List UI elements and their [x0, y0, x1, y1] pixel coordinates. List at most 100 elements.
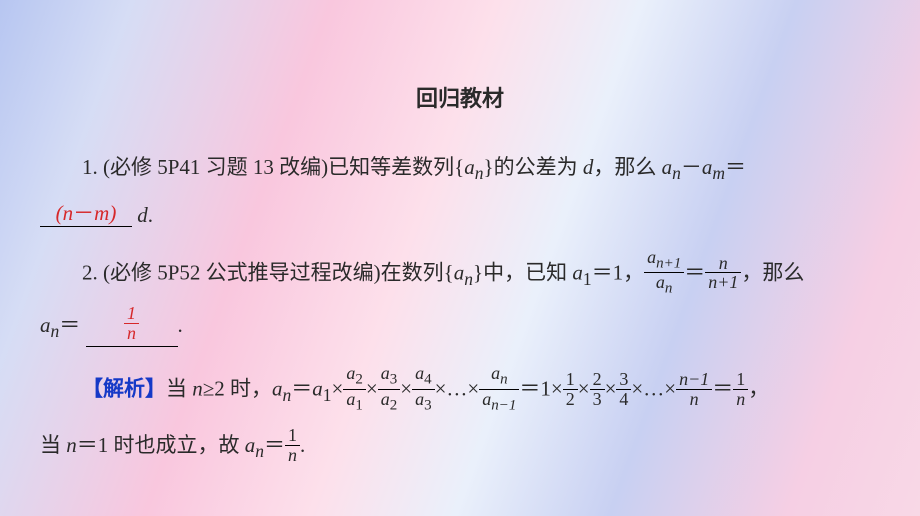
sl2-frac: 1n	[285, 426, 300, 465]
sol-x9: ×	[664, 377, 676, 401]
q2-a: a	[454, 261, 465, 285]
f34n: 3	[616, 370, 631, 389]
q1-blank: (n－m)	[40, 205, 132, 227]
q2-fr-d: n+1	[705, 272, 741, 292]
sol-f4: a4a3	[412, 364, 435, 414]
q2-fr-n: n	[705, 254, 741, 273]
f23d: 3	[590, 389, 605, 409]
sol-fn: anan−1	[479, 364, 519, 414]
q2-fl-ds: n	[665, 281, 673, 297]
sol-n: n	[192, 377, 203, 401]
q1-ans-n: n	[63, 201, 74, 225]
q2-fl-na: a	[647, 247, 656, 267]
sol-x3: ×	[400, 377, 412, 401]
solution-label: 【解析】	[82, 377, 166, 401]
sol-n1n: n−1n	[676, 370, 712, 409]
sol-a1: a	[312, 377, 323, 401]
q2-tail: ，那么	[741, 261, 804, 285]
f4ds: 3	[424, 397, 432, 413]
f3ds: 2	[390, 397, 398, 413]
q2-ans-num: 1	[124, 304, 139, 323]
q1-seq-a: a	[464, 155, 475, 179]
q1-ans-close: )	[109, 201, 116, 225]
f3da: a	[381, 389, 390, 409]
q1-an: a	[662, 155, 673, 179]
q2-a1s: 1	[583, 269, 592, 289]
sl2d: n	[285, 445, 300, 465]
sl2-eq: ＝	[264, 433, 285, 457]
q1-lead: 1. (必修 5P41 习题 13 改编)已知等差数列{	[82, 155, 464, 179]
f4da: a	[415, 389, 424, 409]
sol-an: a	[272, 377, 283, 401]
q1-ans-minus: －	[73, 201, 94, 225]
q2-mid: }中，已知	[473, 261, 572, 285]
f34d: 4	[616, 389, 631, 409]
fn1d: n	[676, 389, 712, 409]
q1-after-blank: d	[132, 203, 148, 227]
q2-fl-ns: n+1	[656, 256, 681, 272]
sol-x6: ×	[578, 377, 590, 401]
q2-eq1: ＝1，	[592, 261, 645, 285]
sol-eq2: ＝1×	[519, 377, 562, 401]
f3na: a	[381, 363, 390, 383]
question-1-line2: (n－m) d.	[40, 196, 880, 236]
q2-frac-left: an+1an	[644, 248, 684, 298]
q2-n: n	[464, 269, 473, 289]
sl2n: 1	[285, 426, 300, 445]
question-1: 1. (必修 5P41 习题 13 改编)已知等差数列{an}的公差为 d，那么…	[40, 148, 880, 190]
q1-an-sub: n	[672, 163, 681, 183]
q2l2-an: a	[40, 313, 51, 337]
sol-x8: ×	[631, 377, 643, 401]
sol-f3: a3a2	[378, 364, 401, 414]
f4na: a	[415, 363, 424, 383]
sol-ge: ≥2 时，	[203, 377, 272, 401]
sol-12: 12	[563, 370, 578, 409]
fnna: a	[491, 363, 500, 383]
fnda: a	[482, 389, 491, 409]
fnns: n	[500, 372, 508, 388]
f12d: 2	[563, 389, 578, 409]
q2-ans-frac: 1n	[124, 304, 139, 343]
fnds: n−1	[491, 397, 516, 413]
sol-a1s: 1	[323, 385, 332, 405]
sol-eq: ＝	[291, 377, 312, 401]
q1-am: a	[702, 155, 713, 179]
sl2-b: n	[66, 433, 77, 457]
section-title: 回归教材	[40, 78, 880, 120]
sol-x5: ×	[467, 377, 479, 401]
solution-line2: 当 n＝1 时也成立，故 an＝1n.	[40, 426, 880, 468]
q1-tail1: ，那么	[593, 155, 661, 179]
sl2-period: .	[300, 433, 305, 457]
q1-eq: ＝	[725, 155, 746, 179]
q2-a1: a	[572, 261, 583, 285]
f3ns: 3	[390, 372, 398, 388]
sol-eq3: ＝	[712, 377, 733, 401]
f23n: 2	[590, 370, 605, 389]
sl2-a: 当	[40, 433, 66, 457]
q2-fl-da: a	[656, 272, 665, 292]
q2-lead: 2. (必修 5P52 公式推导过程改编)在数列{	[82, 261, 454, 285]
q2-ans-den: n	[124, 323, 139, 343]
q1-seq-n: n	[475, 163, 484, 183]
q1-minus: －	[681, 155, 702, 179]
f2ns: 2	[355, 372, 363, 388]
sol-x2: ×	[366, 377, 378, 401]
sol-x1: ×	[332, 377, 344, 401]
q1-am-sub: m	[712, 163, 725, 183]
sl2-ans: n	[255, 441, 264, 461]
question-2: 2. (必修 5P52 公式推导过程改编)在数列{an}中，已知 a1＝1，an…	[40, 250, 880, 300]
f4ns: 4	[424, 372, 432, 388]
q2-period: .	[178, 313, 183, 337]
q2-blank: 1n	[86, 308, 178, 348]
f2ds: 1	[355, 397, 363, 413]
sol-1n: 1n	[733, 370, 748, 409]
q2-eq2: ＝	[684, 261, 705, 285]
sol-when: 当	[166, 377, 192, 401]
q1-period: .	[148, 203, 153, 227]
q1-ans-open: (	[56, 201, 63, 225]
sl2-c: ＝1 时也成立，故	[77, 433, 245, 457]
sol-x7: ×	[605, 377, 617, 401]
q2l2-eq: ＝	[59, 313, 80, 337]
sl2-an: a	[245, 433, 256, 457]
f1nn: 1	[733, 370, 748, 389]
